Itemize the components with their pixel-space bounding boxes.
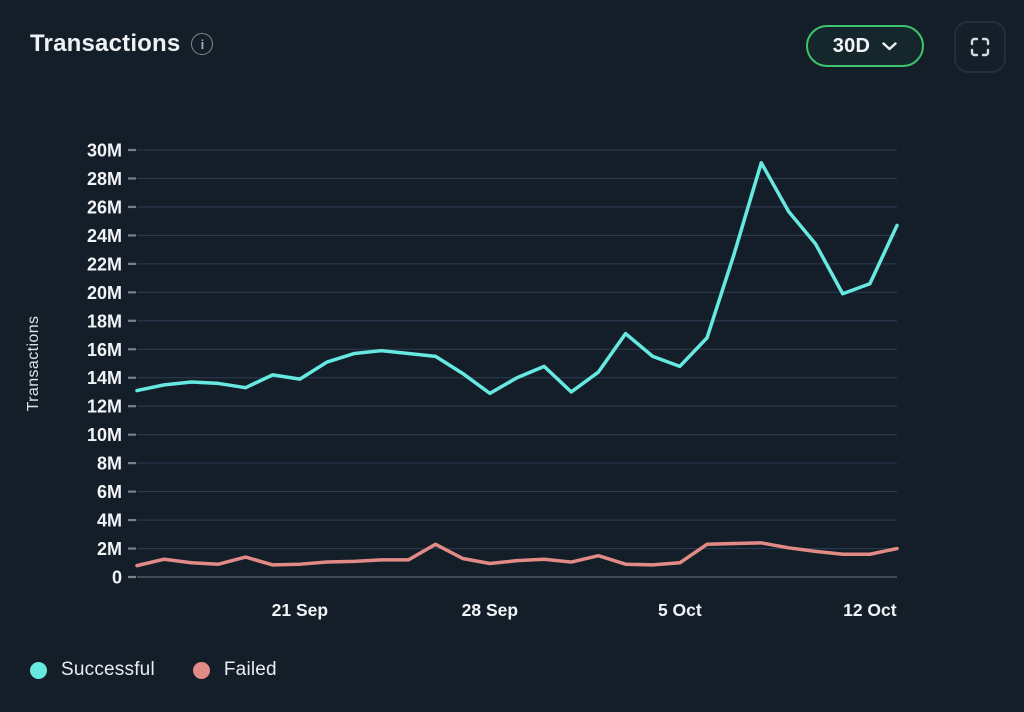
failed-line [135,541,899,568]
page-title: Transactions [30,30,181,57]
x-tick-label: 12 Oct [843,600,897,620]
info-icon[interactable]: i [191,33,214,55]
x-tick-label: 21 Sep [272,600,328,620]
y-tick-label: 6M [97,482,122,502]
y-tick-label: 30M [87,141,122,161]
chart-legend: Successful Failed [30,659,277,681]
successful-dot-icon [30,661,47,679]
title-wrap: Transactions i [30,30,214,58]
legend-label-successful: Successful [61,659,155,680]
chevron-down-icon [882,41,897,50]
successful-line [135,161,899,396]
failed-dot-icon [192,661,210,679]
y-axis-title: Transactions [25,316,42,412]
y-tick-label: 16M [87,340,122,360]
legend-label-failed: Failed [223,659,277,680]
legend-item-successful[interactable]: Successful [30,659,155,681]
range-selector-button[interactable]: 30D [806,25,924,67]
y-tick-label: 24M [87,226,122,246]
y-tick-label: 8M [97,454,122,474]
x-tick-label: 28 Sep [462,600,518,620]
legend-item-failed[interactable]: Failed [192,659,277,681]
y-tick-label: 2M [97,539,122,559]
y-tick-label: 14M [87,368,122,388]
x-tick-label: 5 Oct [658,600,702,620]
card-header: Transactions i 30D [0,0,1024,90]
y-tick-label: 12M [87,397,122,417]
fullscreen-icon [970,37,990,57]
y-tick-label: 28M [87,169,122,189]
y-tick-label: 10M [87,425,122,445]
y-tick-label: 0 [112,568,122,588]
y-tick-label: 4M [97,511,122,531]
range-selector-value: 30D [832,34,871,57]
y-tick-label: 20M [87,283,122,303]
fullscreen-button[interactable] [954,21,1006,73]
y-tick-label: 26M [87,197,122,217]
y-tick-label: 18M [87,311,122,331]
y-tick-label: 22M [87,254,122,274]
